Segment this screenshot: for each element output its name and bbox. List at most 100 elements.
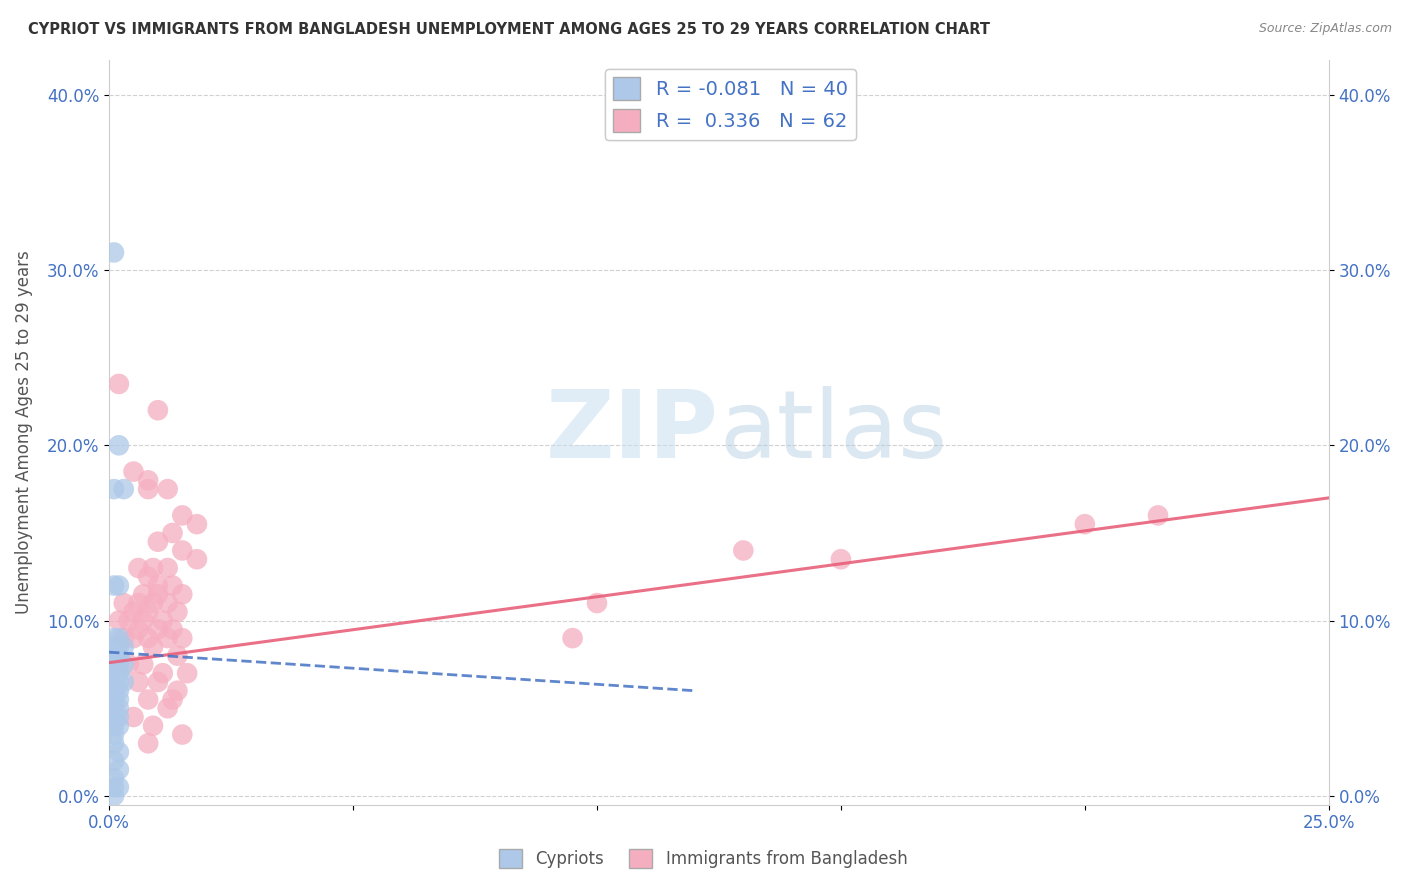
- Point: [108, 438, 131, 452]
- Point: [108, 763, 131, 777]
- Point: [127, 561, 149, 575]
- Point: [156, 701, 179, 715]
- Point: [172, 631, 194, 645]
- Point: [112, 675, 135, 690]
- Point: [136, 482, 159, 496]
- Point: [112, 631, 135, 645]
- Point: [142, 596, 165, 610]
- Point: [117, 657, 139, 672]
- Y-axis label: Unemployment Among Ages 25 to 29 years: Unemployment Among Ages 25 to 29 years: [15, 251, 32, 614]
- Point: [103, 701, 125, 715]
- Point: [108, 648, 131, 663]
- Point: [108, 745, 131, 759]
- Point: [108, 578, 131, 592]
- Point: [103, 727, 125, 741]
- Point: [166, 605, 188, 619]
- Point: [136, 692, 159, 706]
- Point: [186, 517, 208, 532]
- Point: [122, 710, 145, 724]
- Point: [108, 631, 131, 645]
- Point: [142, 561, 165, 575]
- Point: [156, 482, 179, 496]
- Point: [108, 675, 131, 690]
- Text: ZIP: ZIP: [546, 386, 718, 478]
- Point: [132, 657, 155, 672]
- Point: [1074, 517, 1097, 532]
- Point: [103, 683, 125, 698]
- Point: [103, 578, 125, 592]
- Point: [103, 631, 125, 645]
- Point: [162, 578, 184, 592]
- Point: [108, 710, 131, 724]
- Point: [136, 631, 159, 645]
- Text: Source: ZipAtlas.com: Source: ZipAtlas.com: [1258, 22, 1392, 36]
- Point: [108, 780, 131, 794]
- Point: [166, 683, 188, 698]
- Point: [136, 570, 159, 584]
- Point: [136, 605, 159, 619]
- Point: [142, 640, 165, 654]
- Point: [103, 648, 125, 663]
- Point: [112, 596, 135, 610]
- Point: [127, 596, 149, 610]
- Point: [172, 508, 194, 523]
- Point: [108, 614, 131, 628]
- Point: [103, 692, 125, 706]
- Point: [733, 543, 755, 558]
- Point: [108, 666, 131, 681]
- Point: [152, 614, 174, 628]
- Point: [162, 525, 184, 540]
- Point: [156, 561, 179, 575]
- Point: [146, 534, 169, 549]
- Point: [146, 623, 169, 637]
- Point: [108, 692, 131, 706]
- Point: [117, 614, 139, 628]
- Point: [103, 245, 125, 260]
- Point: [103, 666, 125, 681]
- Point: [127, 623, 149, 637]
- Point: [108, 376, 131, 391]
- Point: [103, 710, 125, 724]
- Point: [103, 754, 125, 768]
- Point: [103, 780, 125, 794]
- Point: [103, 640, 125, 654]
- Text: CYPRIOT VS IMMIGRANTS FROM BANGLADESH UNEMPLOYMENT AMONG AGES 25 TO 29 YEARS COR: CYPRIOT VS IMMIGRANTS FROM BANGLADESH UN…: [28, 22, 990, 37]
- Point: [132, 614, 155, 628]
- Legend: Cypriots, Immigrants from Bangladesh: Cypriots, Immigrants from Bangladesh: [492, 842, 914, 875]
- Point: [136, 474, 159, 488]
- Point: [146, 587, 169, 601]
- Point: [122, 465, 145, 479]
- Point: [146, 403, 169, 417]
- Point: [103, 789, 125, 803]
- Legend: R = -0.081   N = 40, R =  0.336   N = 62: R = -0.081 N = 40, R = 0.336 N = 62: [605, 70, 856, 139]
- Point: [172, 543, 194, 558]
- Point: [108, 640, 131, 654]
- Point: [103, 675, 125, 690]
- Point: [103, 482, 125, 496]
- Point: [108, 719, 131, 733]
- Point: [162, 692, 184, 706]
- Point: [112, 657, 135, 672]
- Point: [132, 587, 155, 601]
- Point: [186, 552, 208, 566]
- Point: [166, 648, 188, 663]
- Point: [103, 772, 125, 786]
- Point: [1147, 508, 1170, 523]
- Point: [176, 666, 198, 681]
- Point: [112, 482, 135, 496]
- Point: [108, 701, 131, 715]
- Point: [146, 578, 169, 592]
- Point: [172, 727, 194, 741]
- Point: [586, 596, 609, 610]
- Point: [112, 640, 135, 654]
- Point: [561, 631, 583, 645]
- Point: [103, 657, 125, 672]
- Point: [103, 736, 125, 750]
- Point: [156, 596, 179, 610]
- Point: [152, 666, 174, 681]
- Text: atlas: atlas: [718, 386, 948, 478]
- Point: [108, 657, 131, 672]
- Point: [127, 675, 149, 690]
- Point: [162, 623, 184, 637]
- Point: [103, 719, 125, 733]
